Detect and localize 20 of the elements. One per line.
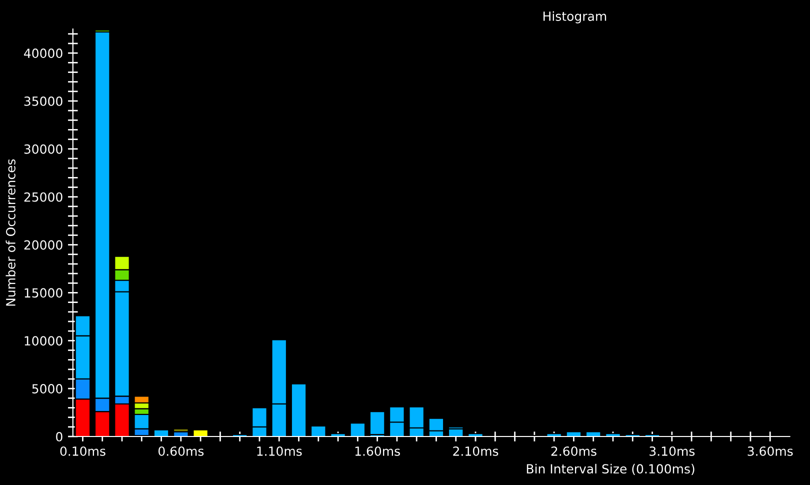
y-tick-label: 20000 (24, 240, 62, 250)
x-tick-label: 1.10ms (257, 446, 302, 456)
x-tick-label: 0.10ms (60, 446, 106, 456)
y-tick-label: 25000 (24, 192, 62, 202)
x-tick-label: 0.60ms (158, 446, 204, 456)
x-tick-label: 2.60ms (551, 446, 596, 456)
y-tick-label: 5000 (32, 384, 62, 394)
x-axis-title: Bin Interval Size (0.100ms) (526, 464, 694, 476)
y-tick-label: 35000 (24, 96, 62, 106)
x-tick-label: 3.10ms (650, 446, 695, 456)
x-tick-label: 1.60ms (355, 446, 400, 456)
x-tick-label: 3.60ms (748, 446, 793, 456)
y-tick-label: 0 (56, 432, 62, 442)
y-tick-label: 15000 (24, 288, 62, 298)
chart-title: Histogram (544, 11, 606, 24)
x-tick-label: 2.10ms (453, 446, 498, 456)
y-tick-label: 10000 (24, 336, 62, 346)
y-axis-title: Number of Occurrences (6, 159, 16, 306)
y-tick-label: 40000 (24, 48, 62, 58)
y-tick-label: 30000 (24, 144, 62, 154)
